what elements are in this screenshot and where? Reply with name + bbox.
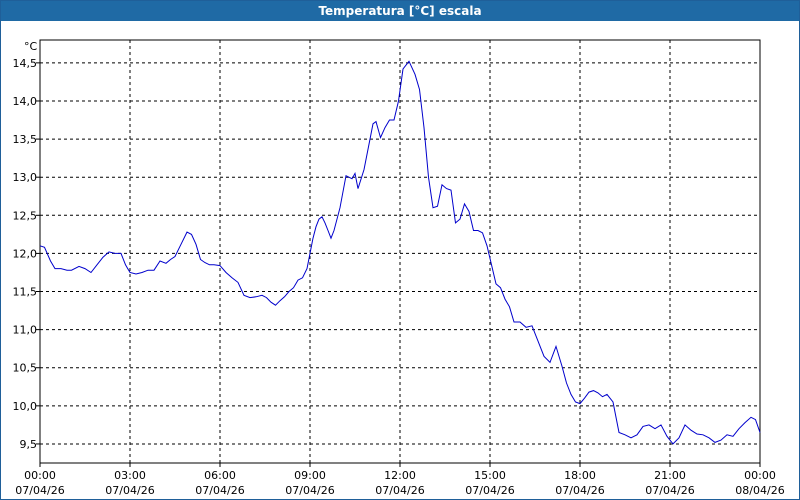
x-axis-ticks: 00:00 07/04/26 03:00 07/04/26 06:00 07/04/26 0… [15,463,785,497]
x-tick-date-label: 07/04/26 [375,484,424,497]
y-tick-label: 10,0 [13,400,38,413]
x-tick-time-label: 18:00 [564,469,596,482]
temperature-series-line [39,60,761,445]
x-tick-time-label: 06:00 [204,469,236,482]
y-tick-label: 12,5 [13,209,38,222]
x-tick-date-label: 07/04/26 [105,484,154,497]
x-tick-date-label: 07/04/26 [15,484,64,497]
chart-title: Temperatura [°C] escala [1,1,799,21]
x-tick-time-label: 15:00 [474,469,506,482]
y-tick-label: 10,5 [13,362,38,375]
y-tick-label: 12,0 [13,247,38,260]
x-tick-date-label: 07/04/26 [285,484,334,497]
y-tick-label: 14,0 [13,95,38,108]
y-axis-ticks: 14,5 14,0 13,5 13,0 12,5 12,0 11,5 11,0 10,5 10,0… [13,57,40,451]
y-tick-label: 9,5 [20,438,38,451]
x-tick-date-label: 07/04/26 [555,484,604,497]
x-tick-date-label: 08/04/26 [735,484,784,497]
y-axis-unit-label: °C [24,40,38,53]
y-tick-label: 11,5 [13,286,38,299]
x-tick-time-label: 09:00 [294,469,326,482]
x-tick-time-label: 12:00 [384,469,416,482]
x-tick-time-label: 03:00 [114,469,146,482]
x-tick-date-label: 07/04/26 [645,484,694,497]
x-tick-time-label: 21:00 [654,469,686,482]
y-tick-label: 11,0 [13,324,38,337]
x-tick-time-label: 00:00 [24,469,56,482]
y-tick-label: 13,5 [13,133,38,146]
x-tick-date-label: 07/04/26 [195,484,244,497]
y-tick-label: 14,5 [13,57,38,70]
x-tick-date-label: 07/04/26 [465,484,514,497]
x-tick-time-label: 00:00 [744,469,776,482]
y-tick-label: 13,0 [13,171,38,184]
grid-lines [40,40,760,463]
